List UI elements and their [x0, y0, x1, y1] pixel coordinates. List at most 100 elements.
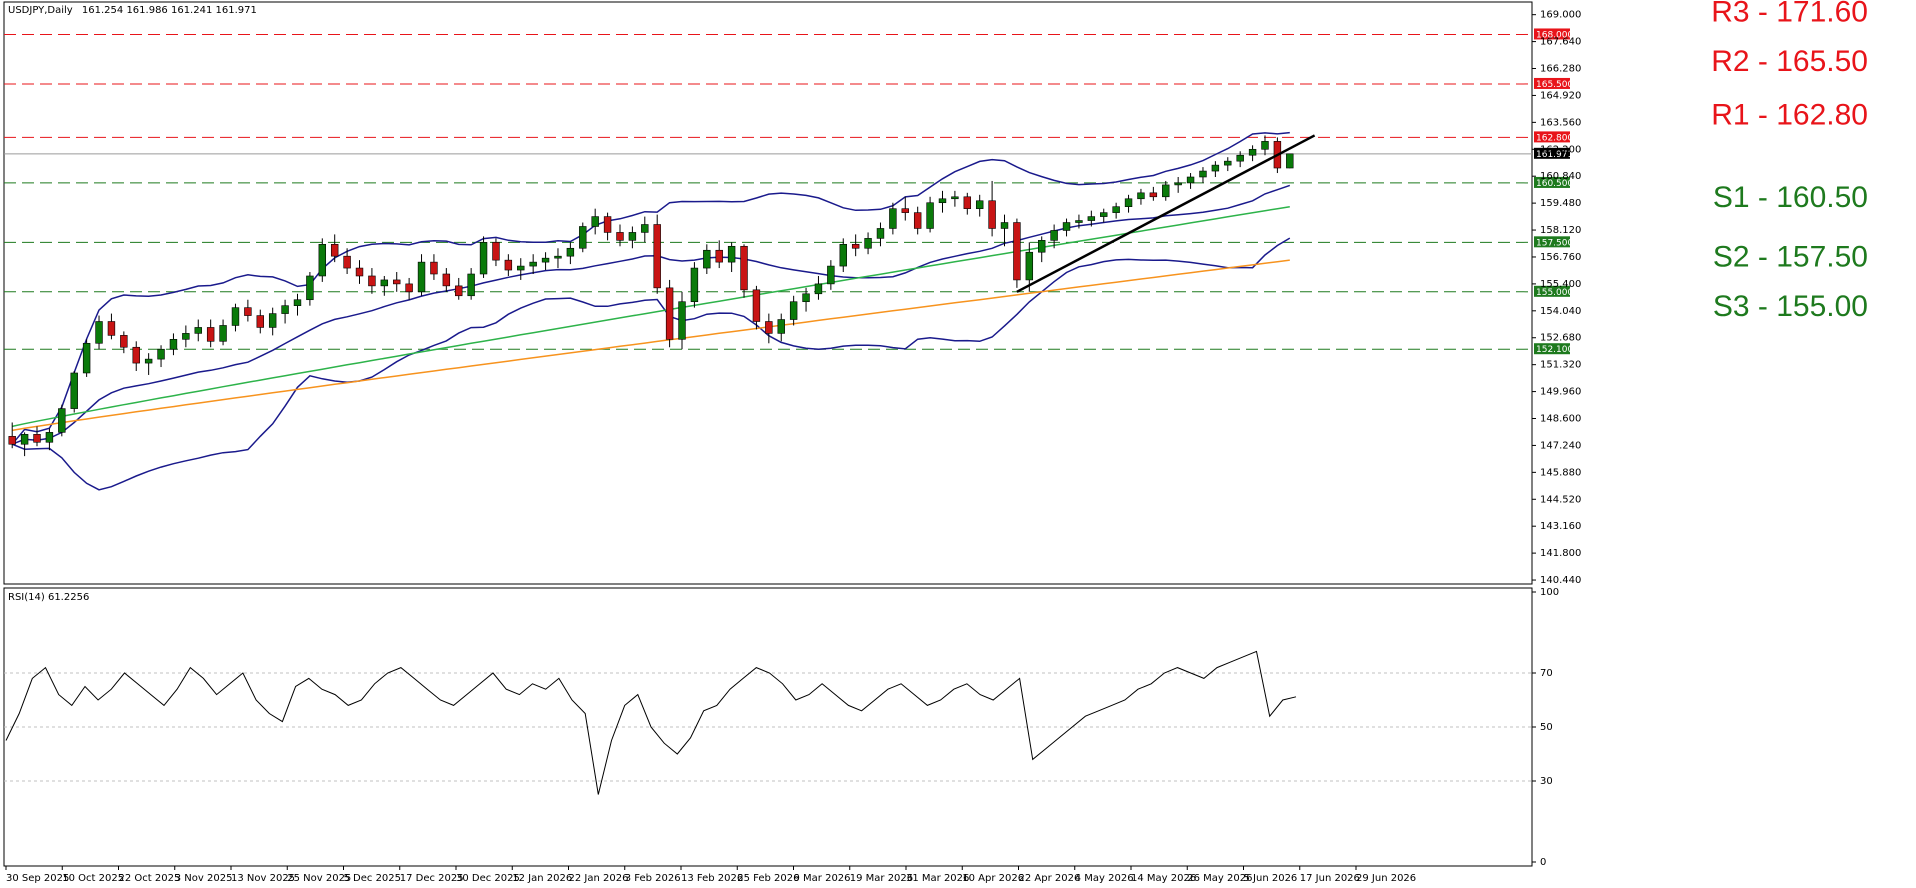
- symbol-label: USDJPY,Daily 161.254 161.986 161.241 161…: [8, 5, 257, 16]
- candle-body: [703, 249, 711, 269]
- candle-body: [851, 244, 860, 249]
- date-tick-label: 31 Mar 2026: [906, 873, 969, 884]
- date-tick-label: 19 Mar 2026: [850, 873, 913, 884]
- candle-body: [1174, 182, 1182, 186]
- rsi-title: RSI(14) 61.2256: [8, 592, 89, 603]
- candle-body: [244, 307, 252, 316]
- date-tick-label: 10 Apr 2026: [962, 873, 1024, 884]
- price-tick-label: 140.440: [1540, 575, 1581, 586]
- candle-body: [641, 224, 649, 233]
- candle-body: [678, 301, 686, 340]
- candle-body: [1062, 222, 1071, 231]
- candle-body: [268, 313, 277, 328]
- bollinger-upper: [11, 131, 1290, 445]
- candle-body: [1137, 192, 1145, 200]
- candle-body: [368, 275, 376, 287]
- candle-body: [1199, 170, 1207, 178]
- trendline: [1016, 134, 1316, 293]
- price-tick-label: 148.600: [1540, 414, 1581, 425]
- candle-body: [765, 321, 773, 334]
- candle-body: [144, 358, 153, 364]
- candle-body: [690, 267, 699, 303]
- candle-body: [1236, 154, 1244, 162]
- candle-body: [293, 299, 302, 306]
- level-tag-text: 168.000: [1536, 30, 1573, 40]
- price-panel-border: [3, 1, 1533, 585]
- candle-body: [839, 244, 847, 267]
- level-tag-text: 152.100: [1536, 345, 1573, 355]
- level-tag-text: 157.500: [1536, 238, 1573, 248]
- candle-body: [430, 261, 438, 275]
- date-tick-label: 25 Feb 2026: [737, 873, 799, 884]
- level-tag-s3: [1534, 285, 1570, 297]
- price-tick-label: 145.880: [1540, 467, 1581, 478]
- date-tick-label: 9 Mar 2026: [794, 873, 851, 884]
- candle-body: [1087, 216, 1096, 221]
- candle-body: [1100, 212, 1108, 217]
- candlestick-series: [8, 135, 1294, 457]
- candle-body: [1149, 192, 1158, 198]
- candle-body: [8, 436, 16, 445]
- candle-body: [938, 198, 947, 204]
- candle-body: [330, 244, 339, 257]
- candle-body: [926, 202, 934, 229]
- current-price-tag: [1534, 147, 1570, 159]
- date-tick-label: 30 Sep 2025: [6, 873, 69, 884]
- candle-body: [82, 342, 91, 374]
- rsi-tick-label: 70: [1540, 668, 1553, 679]
- candle-body: [554, 255, 562, 259]
- candle-body: [901, 208, 909, 213]
- candle-body: [529, 261, 537, 267]
- candle-body: [169, 339, 178, 350]
- candle-body: [603, 216, 612, 233]
- candle-body: [492, 242, 500, 261]
- candle-body: [504, 259, 513, 271]
- candle-body: [194, 327, 202, 334]
- candle-body: [1261, 141, 1269, 150]
- bollinger-lower: [11, 237, 1291, 491]
- candle-body: [579, 226, 587, 249]
- price-tick-label: 141.800: [1540, 548, 1581, 559]
- date-tick-label: 17 Dec 2025: [400, 873, 464, 884]
- date-tick-label: 13 Nov 2025: [231, 873, 295, 884]
- level-tag-text: 165.500: [1536, 80, 1573, 90]
- candle-body: [616, 232, 624, 241]
- candle-body: [95, 321, 103, 344]
- level-label-r1: R1 - 162.80: [1711, 98, 1868, 131]
- level-label-s1: S1 - 160.50: [1713, 181, 1868, 214]
- candle-body: [963, 196, 972, 209]
- date-tick-label: 30 Dec 2025: [456, 873, 520, 884]
- date-tick-label: 17 Jun 2026: [1300, 873, 1360, 884]
- candle-body: [281, 305, 289, 314]
- date-tick-label: 29 Jun 2026: [1356, 873, 1416, 884]
- candle-body: [1038, 240, 1046, 253]
- candle-body: [628, 232, 637, 241]
- price-tick-label: 155.400: [1540, 279, 1581, 290]
- price-tick-label: 164.920: [1540, 90, 1581, 101]
- candle-body: [566, 247, 575, 257]
- rsi-tick-label: 100: [1540, 587, 1559, 598]
- price-tick-label: 156.760: [1540, 252, 1581, 263]
- date-tick-label: 12 Jan 2026: [512, 873, 572, 884]
- candle-body: [231, 307, 240, 326]
- date-tick-label: 22 Jan 2026: [569, 873, 629, 884]
- chart-header: USDJPY,Daily 161.254 161.986 161.241 161…: [8, 5, 257, 16]
- level-tag-r3: [1534, 28, 1570, 40]
- date-tick-label: 22 Oct 2025: [119, 873, 181, 884]
- candle-body: [393, 279, 401, 285]
- price-panel: [3, 1, 1533, 585]
- level-label-r2: R2 - 165.50: [1711, 45, 1868, 78]
- level-tag-text: 160.500: [1536, 179, 1573, 189]
- candle-body: [1112, 206, 1120, 213]
- candle-body: [58, 408, 66, 433]
- level-label-r3: R3 - 171.60: [1711, 0, 1868, 28]
- candle-body: [1211, 164, 1220, 172]
- rsi-panel: 100 70 50 30 0 RSI(14) 61.2256: [3, 587, 1559, 868]
- price-tick-label: 152.680: [1540, 333, 1581, 344]
- candle-body: [1075, 220, 1083, 223]
- date-tick-label: 3 Nov 2025: [175, 873, 233, 884]
- candle-body: [306, 275, 314, 301]
- candle-body: [517, 265, 525, 271]
